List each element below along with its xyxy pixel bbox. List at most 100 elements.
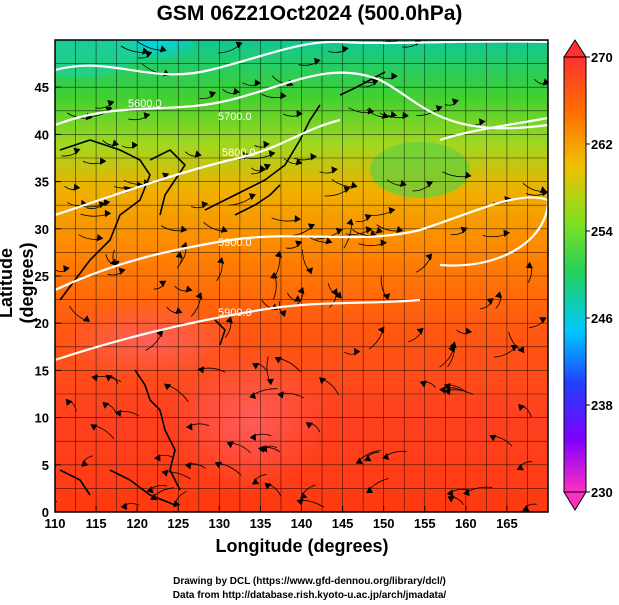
streamline-arrow: [382, 452, 390, 461]
streamline-arrow: [419, 380, 427, 388]
map-grid: [55, 40, 548, 512]
streamline-arrow: [325, 237, 333, 245]
x-tick-label: 155: [414, 516, 436, 531]
streamline-arrow: [194, 150, 202, 158]
streamline-arrow: [107, 100, 115, 108]
y-tick-label: 40: [35, 127, 49, 142]
streamline-arrow: [478, 118, 486, 126]
streamline-arrow: [201, 201, 209, 209]
streamline-arrow: [109, 258, 117, 266]
streamline-arrow: [341, 45, 349, 53]
streamline-arrow: [90, 424, 98, 431]
streamline-arrow: [159, 45, 167, 53]
streamline-arrow: [114, 409, 122, 418]
y-tick-label: 20: [35, 316, 49, 331]
streamline-arrow: [355, 457, 363, 464]
y-tick-label: 10: [35, 411, 49, 426]
streamline-arrow: [517, 346, 525, 354]
x-tick-label: 130: [208, 516, 230, 531]
streamline-arrow: [294, 215, 301, 223]
streamline-arrow: [248, 193, 256, 201]
streamline-arrow: [300, 492, 308, 499]
streamline-arrow: [263, 140, 270, 149]
streamline-arrow: [235, 41, 243, 49]
streamline-arrow: [164, 383, 172, 391]
streamline-arrow: [103, 199, 111, 207]
streamline-arrow: [274, 250, 283, 258]
y-tick-label: 45: [35, 80, 49, 95]
streamline-arrow: [249, 433, 257, 441]
streamline-arrow: [494, 291, 503, 299]
streamline-arrow: [175, 251, 183, 259]
streamline-arrow: [185, 285, 193, 293]
streamline-arrow: [464, 171, 472, 179]
streamline-arrow: [175, 307, 183, 315]
streamline-arrow: [143, 112, 151, 120]
y-tick-label: 0: [42, 505, 49, 520]
streamline-arrow: [279, 309, 287, 317]
contour-label: 5800.0: [222, 147, 256, 159]
streamline-arrow: [112, 139, 119, 147]
streamline-arrow: [510, 344, 519, 352]
streamline-arrow: [522, 504, 530, 512]
streamline-arrow: [447, 495, 455, 503]
streamline-arrow: [297, 287, 305, 295]
colorbar-bar: [563, 56, 587, 493]
streamline-arrow: [154, 454, 161, 462]
streamline-arrow: [131, 141, 139, 149]
streamline-arrow: [270, 272, 278, 279]
colorbar-tick-label: 262: [591, 137, 613, 152]
x-tick-label: 125: [167, 516, 189, 531]
streamline-arrow: [331, 288, 339, 296]
streamline-arrow: [396, 225, 404, 234]
streamline-arrow: [462, 488, 470, 497]
streamline-arrow: [366, 486, 374, 494]
y-axis-ticks: 0 5 10 15 20 25 30 35 40 45: [35, 80, 61, 520]
streamline-arrow: [518, 404, 526, 412]
x-tick-label: 110: [45, 516, 66, 531]
streamline-arrow: [364, 454, 372, 462]
streamline: [55, 499, 58, 503]
streamline-arrow: [259, 164, 267, 173]
streamline-arrow: [295, 158, 303, 166]
streamline-arrow: [313, 57, 321, 65]
chart-title: GSM 06Z21Oct2024 (500.0hPa): [156, 2, 463, 25]
streamline-arrow: [146, 486, 154, 494]
colorbar-tick-label: 238: [591, 398, 613, 413]
coastlines: [59, 71, 386, 506]
streamline-arrow: [233, 87, 240, 96]
x-tick-label: 115: [86, 516, 107, 531]
x-tick-label: 120: [126, 516, 148, 531]
streamline-arrow: [173, 500, 181, 508]
streamline-arrow: [460, 226, 468, 234]
streamline-arrow: [391, 72, 398, 80]
streamline-arrow: [390, 110, 398, 119]
x-axis-label: Longitude (degrees): [215, 536, 389, 556]
streamline-arrow: [65, 398, 73, 406]
x-tick-label: 165: [496, 516, 518, 531]
streamline-arrow: [331, 166, 338, 174]
streamline-arrow: [277, 391, 284, 399]
streamline-arrow: [425, 253, 433, 261]
y-tick-label: 15: [35, 363, 49, 378]
streamline-arrow: [354, 347, 361, 356]
streamline-arrow: [82, 315, 90, 322]
x-tick-label: 140: [291, 516, 313, 531]
streamline-arrow: [105, 106, 113, 114]
streamline-arrow: [263, 163, 271, 171]
streamline-arrow: [295, 240, 303, 248]
streamline-arrow: [444, 387, 451, 396]
streamline-arrow: [335, 227, 343, 235]
streamline-arrow: [118, 267, 126, 275]
streamline-arrow: [425, 180, 434, 188]
streamline-arrow: [226, 441, 234, 449]
streamline-arrow: [382, 293, 391, 301]
streamline-arrow: [191, 517, 197, 523]
geopotential-contours: [55, 40, 548, 362]
streamline-arrow: [296, 109, 303, 118]
data-credit: Data from http://database.rish.kyoto-u.a…: [172, 590, 447, 601]
streamline-arrow: [539, 317, 547, 324]
streamline-arrow: [252, 362, 260, 370]
streamline-arrow: [305, 267, 313, 275]
